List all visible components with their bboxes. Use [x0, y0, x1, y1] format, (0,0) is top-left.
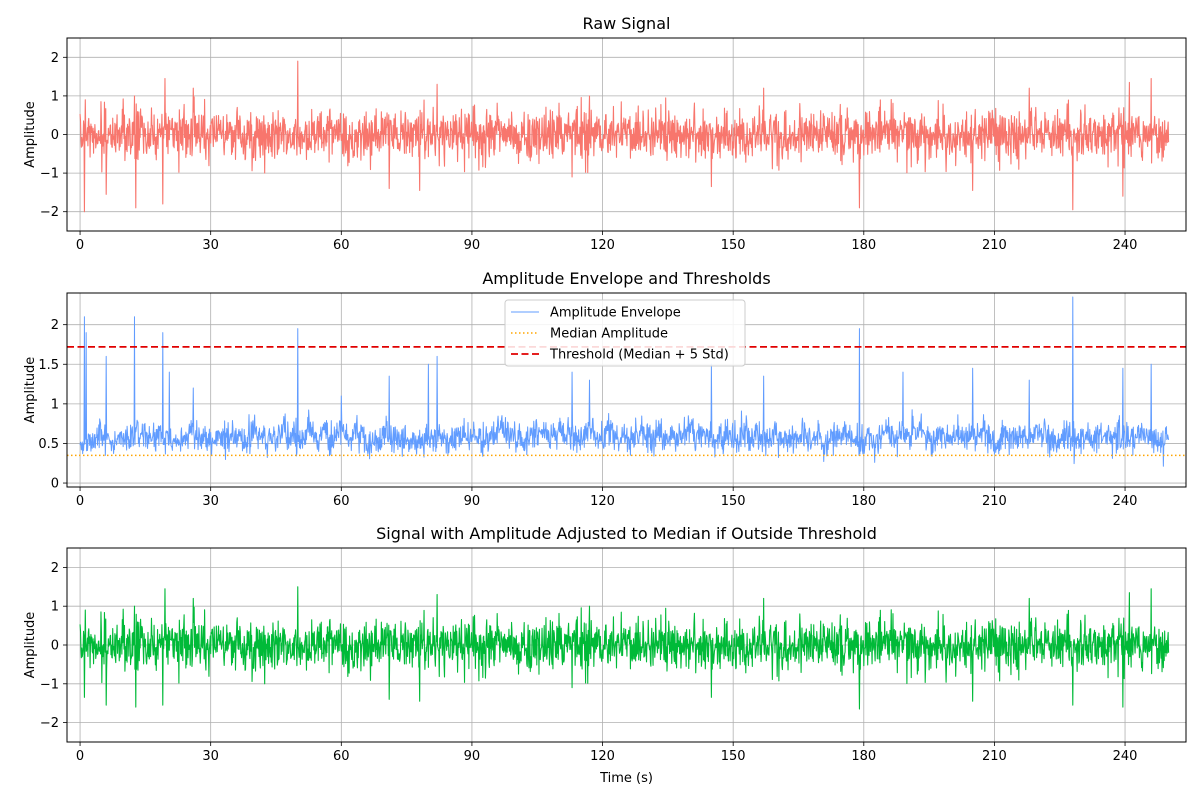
y-tick-label: 2: [51, 561, 59, 576]
x-tick-label: 90: [464, 494, 481, 509]
y-tick-label: 0: [51, 639, 59, 654]
axes-frame: [66, 547, 1187, 743]
x-tick-label: 30: [202, 238, 219, 253]
x-tick-label: 240: [1113, 494, 1138, 509]
x-tick-label: 60: [333, 238, 350, 253]
x-axis-label: Time (s): [599, 771, 653, 786]
y-axis-label: Amplitude: [23, 357, 38, 424]
legend-label: Median Amplitude: [550, 327, 668, 342]
y-tick-label: 2: [51, 51, 59, 66]
x-tick-label: 90: [464, 749, 481, 764]
y-tick-label: −1: [40, 167, 59, 182]
x-tick-label: 210: [982, 238, 1007, 253]
y-tick-label: 0: [51, 477, 59, 492]
y-tick-label: −2: [40, 205, 59, 220]
y-tick-label: 1.5: [38, 358, 59, 373]
x-tick-label: 30: [202, 749, 219, 764]
signal-series-line: [79, 586, 1170, 710]
subplot-title: Signal with Amplitude Adjusted to Median…: [376, 524, 877, 543]
x-tick-label: 60: [333, 494, 350, 509]
y-tick-label: 0: [51, 128, 59, 143]
x-tick-label: 60: [333, 749, 350, 764]
x-tick-label: 90: [464, 238, 481, 253]
x-tick-label: 210: [982, 749, 1007, 764]
x-tick-label: 120: [590, 749, 615, 764]
axes-frame: [66, 37, 1187, 232]
x-tick-label: 150: [721, 749, 746, 764]
signal-series-line: [79, 60, 1170, 213]
x-tick-label: 30: [202, 494, 219, 509]
legend-label: Amplitude Envelope: [550, 306, 681, 321]
y-tick-label: 1: [51, 397, 59, 412]
subplot-title: Raw Signal: [583, 14, 671, 33]
x-tick-label: 120: [590, 494, 615, 509]
plot-area: [79, 586, 1170, 710]
x-tick-label: 0: [76, 238, 84, 253]
x-tick-label: 240: [1113, 749, 1138, 764]
x-tick-label: 150: [721, 494, 746, 509]
x-tick-label: 240: [1113, 238, 1138, 253]
legend-label: Threshold (Median + 5 Std): [549, 348, 729, 363]
axes-frame: [66, 292, 1187, 488]
y-tick-label: 2: [51, 318, 59, 333]
legend-box: [504, 299, 746, 367]
subplot-3: 0 30 60 90 120 150 180 210 240 −2 −1 0 1 2 Signal with…: [23, 524, 1187, 786]
y-axis-label: Amplitude: [23, 101, 38, 168]
y-tick-label: 1: [51, 600, 59, 615]
x-tick-label: 180: [851, 749, 876, 764]
y-axis-label: Amplitude: [23, 612, 38, 679]
x-tick-label: 0: [76, 749, 84, 764]
x-tick-label: 120: [590, 238, 615, 253]
subplot-1: 0 30 60 90 120 150 180 210 240 −2 −1 0 1 2 Raw Signal A…: [23, 14, 1187, 253]
subplot-2: 0 30 60 90 120 150 180 210 240 0 0.5 1 1.5 2 Amplitude…: [23, 269, 1187, 509]
x-tick-label: 0: [76, 494, 84, 509]
envelope-series-line: [79, 296, 1170, 467]
y-tick-label: 1: [51, 89, 59, 104]
x-tick-label: 180: [851, 494, 876, 509]
plot-area: [79, 60, 1170, 213]
x-tick-label: 180: [851, 238, 876, 253]
x-tick-label: 210: [982, 494, 1007, 509]
x-tick-label: 150: [721, 238, 746, 253]
y-tick-label: 0.5: [38, 437, 59, 452]
legend: Amplitude Envelope Median Amplitude Thresh…: [504, 299, 746, 367]
subplot-title: Amplitude Envelope and Thresholds: [482, 269, 770, 288]
y-tick-label: −1: [40, 677, 59, 692]
y-tick-label: −2: [40, 716, 59, 731]
